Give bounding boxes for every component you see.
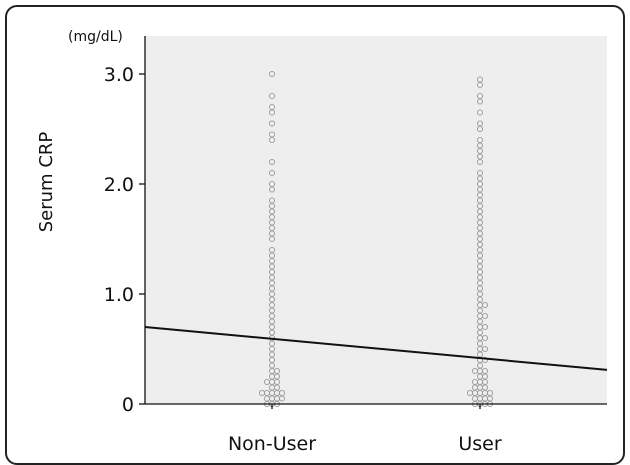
y-tick-label: 3.0 (104, 64, 134, 86)
y-axis-title: Serum CRP (36, 132, 57, 233)
data-point (476, 98, 484, 105)
data-point (268, 70, 276, 78)
data-point (476, 109, 484, 116)
data-point (268, 186, 276, 193)
chart: 0 1.0 2.0 3.0 Non-User User (mg/dL) Serum CR… (36, 29, 608, 451)
x-tick-label: Non-User (228, 433, 316, 451)
data-point (466, 389, 474, 397)
y-ticks: 0 1.0 2.0 3.0 (104, 64, 145, 416)
y-tick-label: 2.0 (104, 174, 134, 196)
data-point (481, 345, 489, 353)
data-point (481, 312, 489, 320)
data-point (481, 334, 489, 342)
y-unit-label: (mg/dL) (68, 29, 123, 45)
data-point (278, 395, 286, 402)
trend-line (144, 326, 608, 371)
data-point (481, 356, 489, 364)
x-ticks: Non-User User (228, 404, 502, 451)
data-point (268, 92, 276, 100)
data-point (268, 158, 276, 166)
data-point (476, 81, 484, 89)
data-point (476, 158, 484, 166)
data-point (476, 125, 484, 133)
data-point (268, 235, 276, 243)
data-point (263, 378, 271, 386)
data-point (268, 109, 276, 116)
data-point (258, 389, 266, 397)
data-point (268, 169, 276, 177)
plot-area (145, 36, 607, 404)
data-points (258, 70, 494, 408)
data-point (268, 120, 276, 127)
y-tick-label: 0 (122, 394, 134, 416)
y-tick-label: 1.0 (104, 284, 134, 306)
data-point (481, 323, 489, 331)
x-tick-label: User (458, 433, 501, 451)
data-point (481, 301, 489, 309)
data-point (268, 136, 276, 144)
data-point (471, 367, 479, 375)
